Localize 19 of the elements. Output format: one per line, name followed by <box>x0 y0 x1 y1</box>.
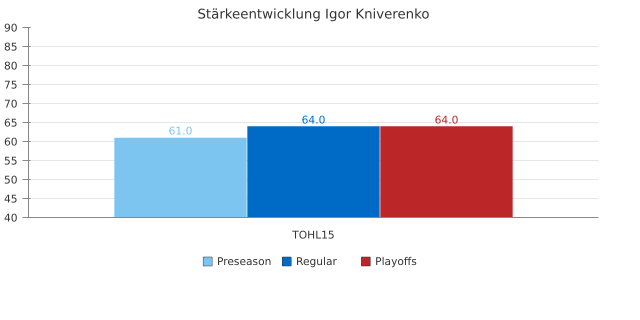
legend-label: Regular <box>296 255 338 268</box>
chart-title: Stärkeentwicklung Igor Kniverenko <box>197 8 430 22</box>
y-tick-label: 50 <box>4 174 18 186</box>
y-tick-label: 85 <box>4 40 18 54</box>
y-tick-label: 65 <box>4 116 18 130</box>
y-tick-label: 55 <box>4 154 18 168</box>
data-label: 61.0 <box>168 124 193 138</box>
legend-label: Preseason <box>216 255 272 268</box>
y-tick-label: 60 <box>4 136 18 148</box>
y-tick-label: 80 <box>4 60 18 72</box>
y-tick-label: 70 <box>4 98 18 110</box>
y-tick-label: 90 <box>4 22 18 34</box>
x-tick-label: TOHL15 <box>291 228 335 242</box>
data-label: 64.0 <box>302 113 326 126</box>
y-tick-label: 45 <box>4 192 18 206</box>
y-tick-label: 75 <box>4 78 18 92</box>
data-label: 64.0 <box>434 113 459 126</box>
legend-label: Playoffs <box>375 255 418 268</box>
y-tick-label: 40 <box>4 212 18 224</box>
